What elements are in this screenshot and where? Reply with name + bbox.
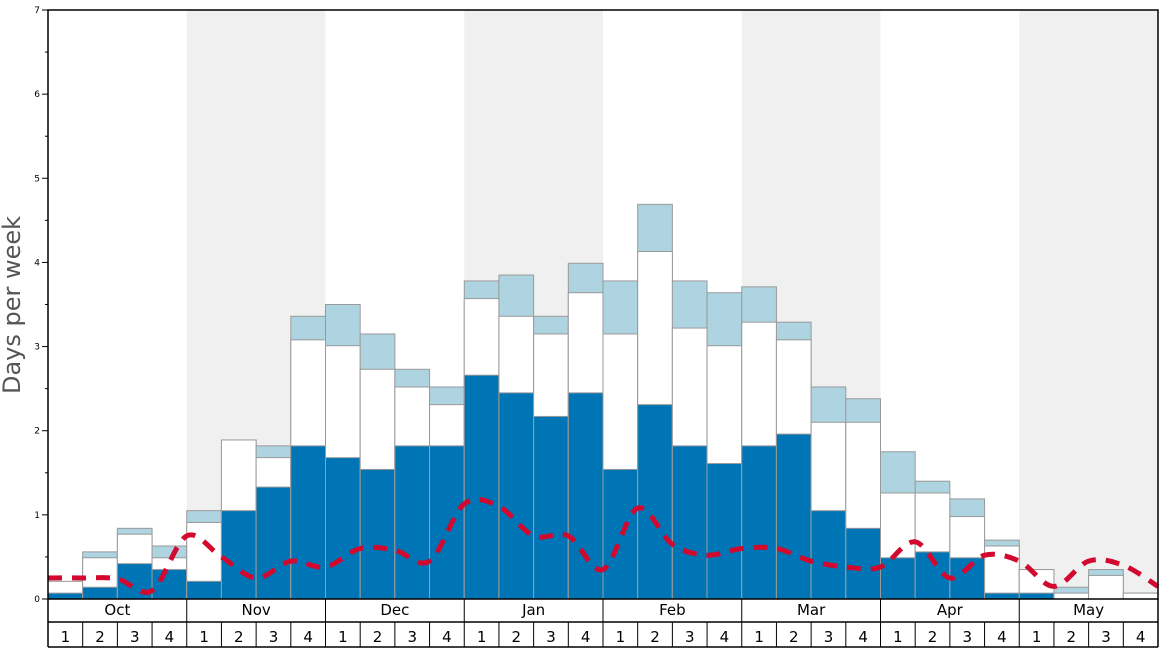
week-label: 1 <box>616 628 626 646</box>
bar-deep <box>47 592 84 600</box>
week-label: 2 <box>373 628 383 646</box>
week-label: 4 <box>165 628 175 646</box>
y-axis-label: Days per week <box>0 216 26 394</box>
bar-deep <box>637 404 673 600</box>
week-label: 4 <box>997 628 1007 646</box>
month-shade <box>1019 10 1158 599</box>
bar-deep <box>290 445 326 600</box>
week-label: 3 <box>130 628 140 646</box>
week-label: 3 <box>269 628 279 646</box>
bar-deep <box>810 510 847 600</box>
bar-deep <box>429 445 465 600</box>
week-label: 1 <box>1032 628 1042 646</box>
dashed-line-layer <box>47 496 1160 595</box>
y-tick-label: 0 <box>34 595 40 605</box>
month-label: Nov <box>241 601 270 619</box>
week-label: 1 <box>893 628 903 646</box>
week-label: 2 <box>789 628 799 646</box>
bar-deep <box>984 592 1020 600</box>
bar-mid <box>1053 592 1090 600</box>
week-label: 2 <box>1067 628 1077 646</box>
dashed-series-line <box>47 496 1160 595</box>
bar-mid <box>1088 574 1124 600</box>
bar-deep <box>186 580 222 600</box>
week-label: 2 <box>234 628 244 646</box>
bar-deep <box>741 445 777 600</box>
bar-deep <box>325 457 361 600</box>
month-label: Jan <box>521 601 545 619</box>
bar-deep <box>775 433 812 600</box>
week-label: 2 <box>95 628 105 646</box>
week-label: 2 <box>928 628 938 646</box>
month-label: May <box>1073 601 1104 619</box>
week-label: 3 <box>824 628 834 646</box>
month-label: Dec <box>380 601 409 619</box>
y-tick-label: 7 <box>34 6 40 16</box>
week-label: 3 <box>685 628 695 646</box>
bar-deep <box>533 415 569 600</box>
week-label: 4 <box>858 628 868 646</box>
week-label: 3 <box>962 628 972 646</box>
bar-deep <box>1018 592 1055 600</box>
y-tick-label: 4 <box>34 258 40 268</box>
bar-deep <box>845 527 881 600</box>
bar-deep <box>602 468 639 600</box>
month-label: Oct <box>104 601 130 619</box>
week-label: 2 <box>650 628 660 646</box>
bar-deep <box>255 486 292 600</box>
week-label: 4 <box>303 628 313 646</box>
week-label: 1 <box>754 628 764 646</box>
y-tick-label: 6 <box>34 90 40 100</box>
y-tick-label: 5 <box>34 174 40 184</box>
bar-deep <box>880 557 916 600</box>
bar-deep <box>463 374 500 600</box>
week-label: 4 <box>442 628 452 646</box>
y-tick-label: 1 <box>34 511 40 521</box>
week-label: 1 <box>477 628 487 646</box>
bar-deep <box>671 445 708 600</box>
bar-deep <box>151 569 188 600</box>
week-label: 4 <box>720 628 730 646</box>
week-label: 3 <box>1101 628 1111 646</box>
week-label: 1 <box>338 628 348 646</box>
y-tick-label: 2 <box>34 427 40 437</box>
axes-layer: 0 1 2 3 4 5 6 7 Oct 1 2 3 4 Nov 1 2 3 4 Dec 1 2 3 4 Jan 1 2 3 4 Feb 1… <box>34 6 1159 648</box>
week-label: 2 <box>512 628 522 646</box>
bar-mid <box>1122 592 1159 600</box>
bar-deep <box>498 392 535 600</box>
week-label: 4 <box>1136 628 1146 646</box>
month-label: Feb <box>659 601 686 619</box>
bar-deep <box>394 445 431 600</box>
week-label: 3 <box>407 628 417 646</box>
week-label: 1 <box>199 628 209 646</box>
bar-deep <box>567 392 604 600</box>
y-tick-label: 3 <box>34 343 40 353</box>
bar-deep <box>359 468 396 600</box>
bar-deep <box>706 463 743 600</box>
month-label: Apr <box>937 601 964 619</box>
bar-deep <box>82 586 118 600</box>
week-label: 4 <box>581 628 591 646</box>
bars-layer <box>47 203 1159 600</box>
bar-deep <box>220 510 257 600</box>
week-label: 1 <box>61 628 71 646</box>
month-label: Mar <box>797 601 826 619</box>
week-label: 3 <box>546 628 556 646</box>
